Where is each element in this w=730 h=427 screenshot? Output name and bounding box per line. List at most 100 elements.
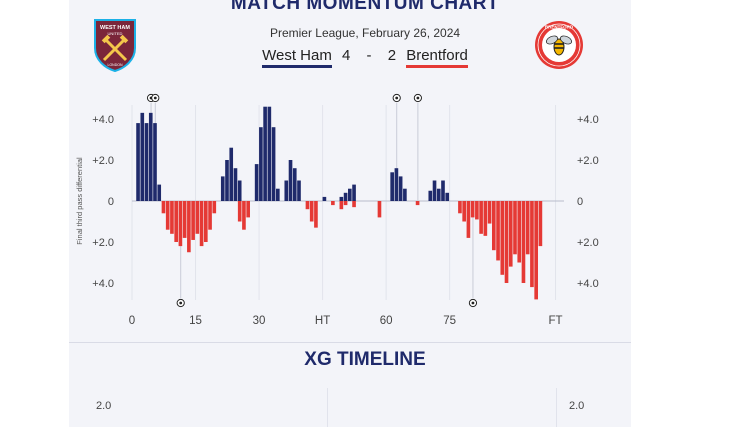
- away-team-name: Brentford: [406, 47, 468, 68]
- away-momentum-bar: [212, 201, 217, 214]
- home-momentum-bar: [153, 123, 157, 201]
- away-momentum-bar: [343, 201, 348, 206]
- away-momentum-bar: [187, 201, 191, 253]
- home-momentum-bar: [233, 168, 238, 201]
- section-divider: [69, 342, 631, 343]
- away-momentum-bar: [470, 201, 475, 218]
- home-team-name: West Ham: [262, 47, 332, 68]
- goal-ball-icon: [176, 298, 185, 308]
- away-momentum-bar: [483, 201, 488, 236]
- away-momentum-bar: [513, 201, 517, 255]
- home-momentum-bar: [390, 172, 394, 201]
- away-momentum-bar: [309, 201, 314, 222]
- y-tick-label-left: +2.0: [92, 237, 114, 249]
- svg-text:WEST HAM: WEST HAM: [100, 25, 130, 31]
- home-momentum-bar: [220, 176, 225, 201]
- away-momentum-bar: [314, 201, 318, 228]
- brentford-crest-icon: BRENTFORD: [535, 21, 583, 69]
- home-momentum-bar: [225, 160, 229, 201]
- home-momentum-bar: [259, 127, 263, 201]
- home-momentum-bar: [403, 188, 407, 201]
- home-momentum-bar: [144, 123, 149, 201]
- away-momentum-bar: [521, 201, 526, 283]
- away-momentum-bar: [208, 201, 212, 230]
- away-momentum-bar: [534, 201, 538, 300]
- y-tick-label-left: +4.0: [92, 278, 114, 290]
- home-momentum-bar: [441, 180, 445, 201]
- away-momentum-bar: [191, 201, 195, 240]
- away-momentum-bar: [204, 201, 208, 242]
- home-momentum-bar: [148, 112, 153, 201]
- away-momentum-bar: [458, 201, 462, 214]
- scoreline: West Ham 4 - 2 Brentford: [0, 47, 730, 68]
- away-momentum-bar: [496, 201, 500, 261]
- home-momentum-bar: [271, 127, 276, 201]
- away-momentum-bar: [377, 201, 382, 218]
- y-tick-label-right: +2.0: [577, 237, 599, 249]
- goal-ball-icon: [151, 93, 160, 103]
- home-momentum-bar: [339, 196, 344, 201]
- away-momentum-bar: [475, 201, 479, 220]
- home-momentum-bar: [445, 192, 450, 201]
- away-momentum-bar: [466, 201, 471, 238]
- y-axis-label: Final third pass differential: [75, 157, 84, 245]
- x-tick-label: 0: [129, 315, 135, 327]
- home-momentum-bar: [394, 168, 399, 201]
- momentum-chart: +4.0 +4.0 +2.0 +2.0 0 0 +2.0 +2.0 +4.0 +4.0 0 15 30 H…: [75, 93, 599, 327]
- away-momentum-bar: [525, 201, 530, 255]
- x-tick-label: 75: [443, 315, 456, 327]
- away-momentum-bar: [242, 201, 246, 230]
- home-momentum-bar: [352, 184, 356, 201]
- y-tick-label-right: +2.0: [577, 155, 599, 167]
- away-momentum-bar: [246, 201, 250, 218]
- away-momentum-bar: [415, 201, 420, 206]
- xg-y-tick-left: 2.0: [96, 400, 112, 412]
- svg-text:LONDON: LONDON: [108, 63, 123, 67]
- xg-halftime-line: [327, 388, 328, 427]
- away-momentum-bar: [174, 201, 178, 242]
- home-momentum-bar: [136, 123, 140, 201]
- y-tick-label-left: +2.0: [92, 155, 114, 167]
- west-ham-crest-icon: WEST HAM UNITED LONDON: [94, 19, 136, 72]
- home-momentum-bar: [432, 180, 437, 201]
- home-momentum-bar: [436, 188, 441, 201]
- away-momentum-bar: [339, 201, 344, 210]
- away-momentum-bar: [492, 201, 496, 251]
- momentum-bars: [136, 106, 543, 300]
- goal-ball-icon: [392, 93, 401, 103]
- svg-text:UNITED: UNITED: [108, 31, 123, 36]
- away-momentum-bar: [530, 201, 534, 288]
- y-tick-label-left: +4.0: [92, 114, 114, 126]
- home-momentum-bar: [297, 180, 301, 201]
- axes: +4.0 +4.0 +2.0 +2.0 0 0 +2.0 +2.0 +4.0 +4.0 0 15 30 H…: [75, 114, 599, 327]
- y-tick-label-right: +4.0: [577, 278, 599, 290]
- away-momentum-bar: [178, 201, 183, 247]
- away-momentum-bar: [237, 201, 242, 222]
- home-momentum-bar: [254, 164, 259, 201]
- home-momentum-bar: [348, 188, 352, 201]
- home-momentum-bar: [263, 106, 267, 201]
- away-momentum-bar: [479, 201, 483, 234]
- away-momentum-bar: [305, 201, 310, 210]
- svg-text:BRENTFORD: BRENTFORD: [545, 25, 574, 30]
- x-tick-label: 60: [380, 315, 393, 327]
- away-momentum-bar: [487, 201, 492, 224]
- away-momentum-bar: [182, 201, 187, 238]
- score-separator: -: [366, 47, 372, 64]
- xg-y-tick-right: 2.0: [569, 400, 585, 412]
- home-momentum-bar: [428, 190, 433, 201]
- away-momentum-bar: [199, 201, 204, 247]
- y-tick-label-right: 0: [577, 196, 583, 208]
- home-momentum-bar: [343, 192, 348, 201]
- away-momentum-bar: [500, 201, 505, 275]
- goal-ball-icon: [413, 93, 422, 103]
- home-momentum-bar: [284, 180, 289, 201]
- away-score: 2: [387, 47, 397, 64]
- away-momentum-bar: [517, 201, 522, 263]
- away-momentum-bar: [504, 201, 509, 283]
- goal-ball-icon: [468, 298, 478, 308]
- home-momentum-bar: [267, 106, 272, 201]
- away-momentum-bar: [161, 201, 166, 214]
- home-momentum-bar: [276, 188, 280, 201]
- away-momentum-bar: [352, 201, 356, 208]
